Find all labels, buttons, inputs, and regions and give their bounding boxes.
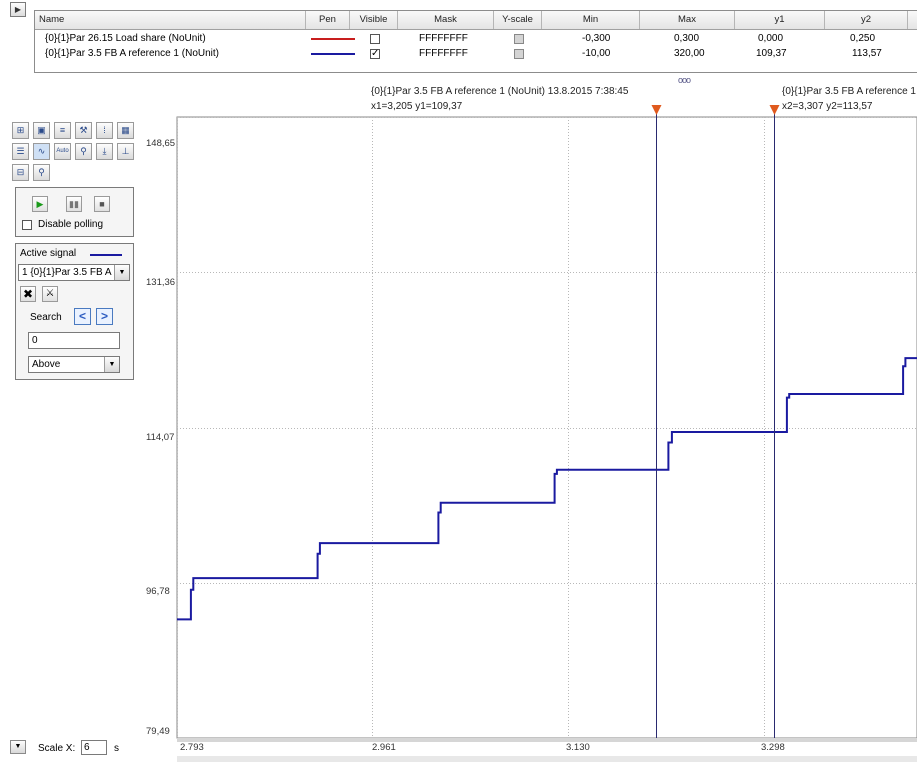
chart-icon[interactable]: ∿	[33, 143, 50, 160]
row-max: 320,00	[674, 48, 705, 59]
cursor1-info: {0}{1}Par 3.5 FB A reference 1 (NoUnit) …	[371, 84, 628, 114]
y-scale-checkbox[interactable]	[514, 34, 524, 44]
pen-swatch[interactable]	[311, 38, 355, 40]
chevron-down-icon[interactable]: ▼	[104, 357, 119, 372]
visible-checkbox[interactable]: ✓	[370, 48, 380, 59]
row-y1: 109,37	[756, 48, 787, 59]
table-row[interactable]: {0}{1}Par 3.5 FB A reference 1 (NoUnit) …	[35, 47, 917, 61]
scale-x-unit: s	[114, 743, 119, 754]
scale-x-label: Scale X:	[38, 743, 76, 754]
remove-signal-icon[interactable]: ✖	[20, 286, 36, 302]
plot-frame	[176, 116, 917, 739]
col-visible[interactable]: Visible	[350, 11, 398, 29]
stop-icon[interactable]: ■	[94, 196, 110, 212]
signal-table: Name Pen Visible Mask Y-scale Min Max y1…	[34, 10, 917, 73]
list-icon[interactable]: ≡	[54, 122, 71, 139]
pause-icon[interactable]: ▮▮	[66, 196, 82, 212]
x-tick-label: 3.298	[761, 742, 785, 753]
scrollbar-track	[177, 756, 917, 762]
wrench-icon[interactable]: ⚒	[75, 122, 92, 139]
expand-table-button[interactable]: ▶	[10, 2, 26, 17]
col-mask[interactable]: Mask	[398, 11, 494, 29]
row-mask: FFFFFFFF	[419, 33, 468, 44]
disable-polling-checkbox[interactable]	[22, 220, 32, 230]
col-y2[interactable]: y2	[825, 11, 908, 29]
pen-swatch[interactable]	[311, 53, 355, 55]
add-signal-icon[interactable]: ⊞	[12, 122, 29, 139]
axis-icon[interactable]: ⊥	[117, 143, 134, 160]
play-icon[interactable]: ▶	[32, 196, 48, 212]
settings-grid-icon[interactable]: ⁞	[96, 122, 113, 139]
image-icon[interactable]: ▦	[117, 122, 134, 139]
cursor-2-marker-icon	[769, 105, 780, 115]
active-signal-select[interactable]: 1 {0}{1}Par 3.5 FB A ▼	[18, 264, 130, 281]
table-icon[interactable]: ☰	[12, 143, 29, 160]
cursor2-info: {0}{1}Par 3.5 FB A reference 1 x2=3,307 …	[782, 84, 916, 114]
zoom-reset-icon[interactable]: ⚲	[33, 164, 50, 181]
scale-x-input[interactable]: 6	[81, 740, 107, 755]
export-icon[interactable]: ⤓	[96, 143, 113, 160]
auto-scale-icon[interactable]: Auto	[54, 143, 71, 160]
active-signal-color-line	[90, 254, 122, 256]
collapse-panel-button[interactable]: ▼	[10, 740, 26, 754]
col-pen[interactable]: Pen	[306, 11, 350, 29]
y-tick-label: 131,36	[146, 277, 176, 288]
cursor2-title: {0}{1}Par 3.5 FB A reference 1	[782, 86, 916, 97]
row-y2: 113,57	[852, 48, 882, 59]
x-tick-label: 2.961	[372, 742, 396, 753]
splitter-handle[interactable]: ooo	[678, 75, 691, 85]
y-tick-label: 79,49	[146, 726, 170, 737]
grid-view-icon[interactable]: ⊟	[12, 164, 29, 181]
col-min[interactable]: Min	[542, 11, 640, 29]
visible-checkbox[interactable]	[370, 34, 380, 44]
cursor2-values: x2=3,307 y2=113,57	[782, 101, 873, 112]
y-tick-label: 148,65	[146, 138, 176, 149]
row-y1: 0,000	[758, 33, 784, 44]
col-y1[interactable]: y1	[735, 11, 825, 29]
cursor-1-marker-icon	[651, 105, 662, 115]
row-min: -0,300	[582, 33, 611, 44]
y-tick-label: 114,07	[146, 432, 175, 443]
col-name[interactable]: Name	[35, 11, 306, 29]
reset-icon[interactable]: ⚔	[42, 286, 58, 302]
save-icon[interactable]: ▣	[33, 122, 50, 139]
row-y2: 0,250	[850, 33, 876, 44]
active-signal-label: Active signal	[20, 248, 77, 259]
y-scale-checkbox[interactable]	[514, 49, 524, 59]
chevron-down-icon[interactable]: ▼	[114, 265, 129, 280]
series-line	[177, 357, 917, 621]
active-signal-panel: Active signal 1 {0}{1}Par 3.5 FB A ▼ ✖ ⚔…	[15, 243, 134, 380]
row-name: {0}{1}Par 26.15 Load share (NoUnit)	[45, 33, 206, 44]
col-max[interactable]: Max	[640, 11, 735, 29]
direction-value: Above	[32, 359, 61, 370]
active-signal-value: 1 {0}{1}Par 3.5 FB A	[22, 267, 112, 278]
x-tick-label: 2.793	[180, 742, 204, 753]
x-axis-band	[177, 738, 917, 742]
search-input[interactable]: 0	[28, 332, 120, 349]
disable-polling-label: Disable polling	[38, 219, 104, 230]
x-tick-label: 3.130	[566, 742, 590, 753]
search-prev-button[interactable]: <	[74, 308, 91, 325]
y-tick-label: 96,78	[146, 586, 170, 597]
search-label: Search	[30, 312, 62, 323]
col-y-scale[interactable]: Y-scale	[494, 11, 542, 29]
table-header: Name Pen Visible Mask Y-scale Min Max y1…	[35, 11, 917, 30]
row-name: {0}{1}Par 3.5 FB A reference 1 (NoUnit)	[45, 48, 219, 59]
zoom-icon[interactable]: ⚲	[75, 143, 92, 160]
row-min: -10,00	[582, 48, 611, 59]
cursor1-title: {0}{1}Par 3.5 FB A reference 1 (NoUnit) …	[371, 86, 629, 97]
toolbar: ⊞ ▣ ≡ ⚒ ⁞ ▦ ☰ ∿ Auto ⚲ ⤓ ⊥ ⊟ ⚲	[12, 122, 142, 185]
direction-select[interactable]: Above ▼	[28, 356, 120, 373]
row-max: 0,300	[674, 33, 700, 44]
polling-panel: ▶ ▮▮ ■ Disable polling	[15, 187, 134, 237]
table-row[interactable]: {0}{1}Par 26.15 Load share (NoUnit) FFFF…	[35, 32, 917, 46]
row-mask: FFFFFFFF	[419, 48, 468, 59]
cursor1-values: x1=3,205 y1=109,37	[371, 101, 463, 112]
search-next-button[interactable]: >	[96, 308, 113, 325]
